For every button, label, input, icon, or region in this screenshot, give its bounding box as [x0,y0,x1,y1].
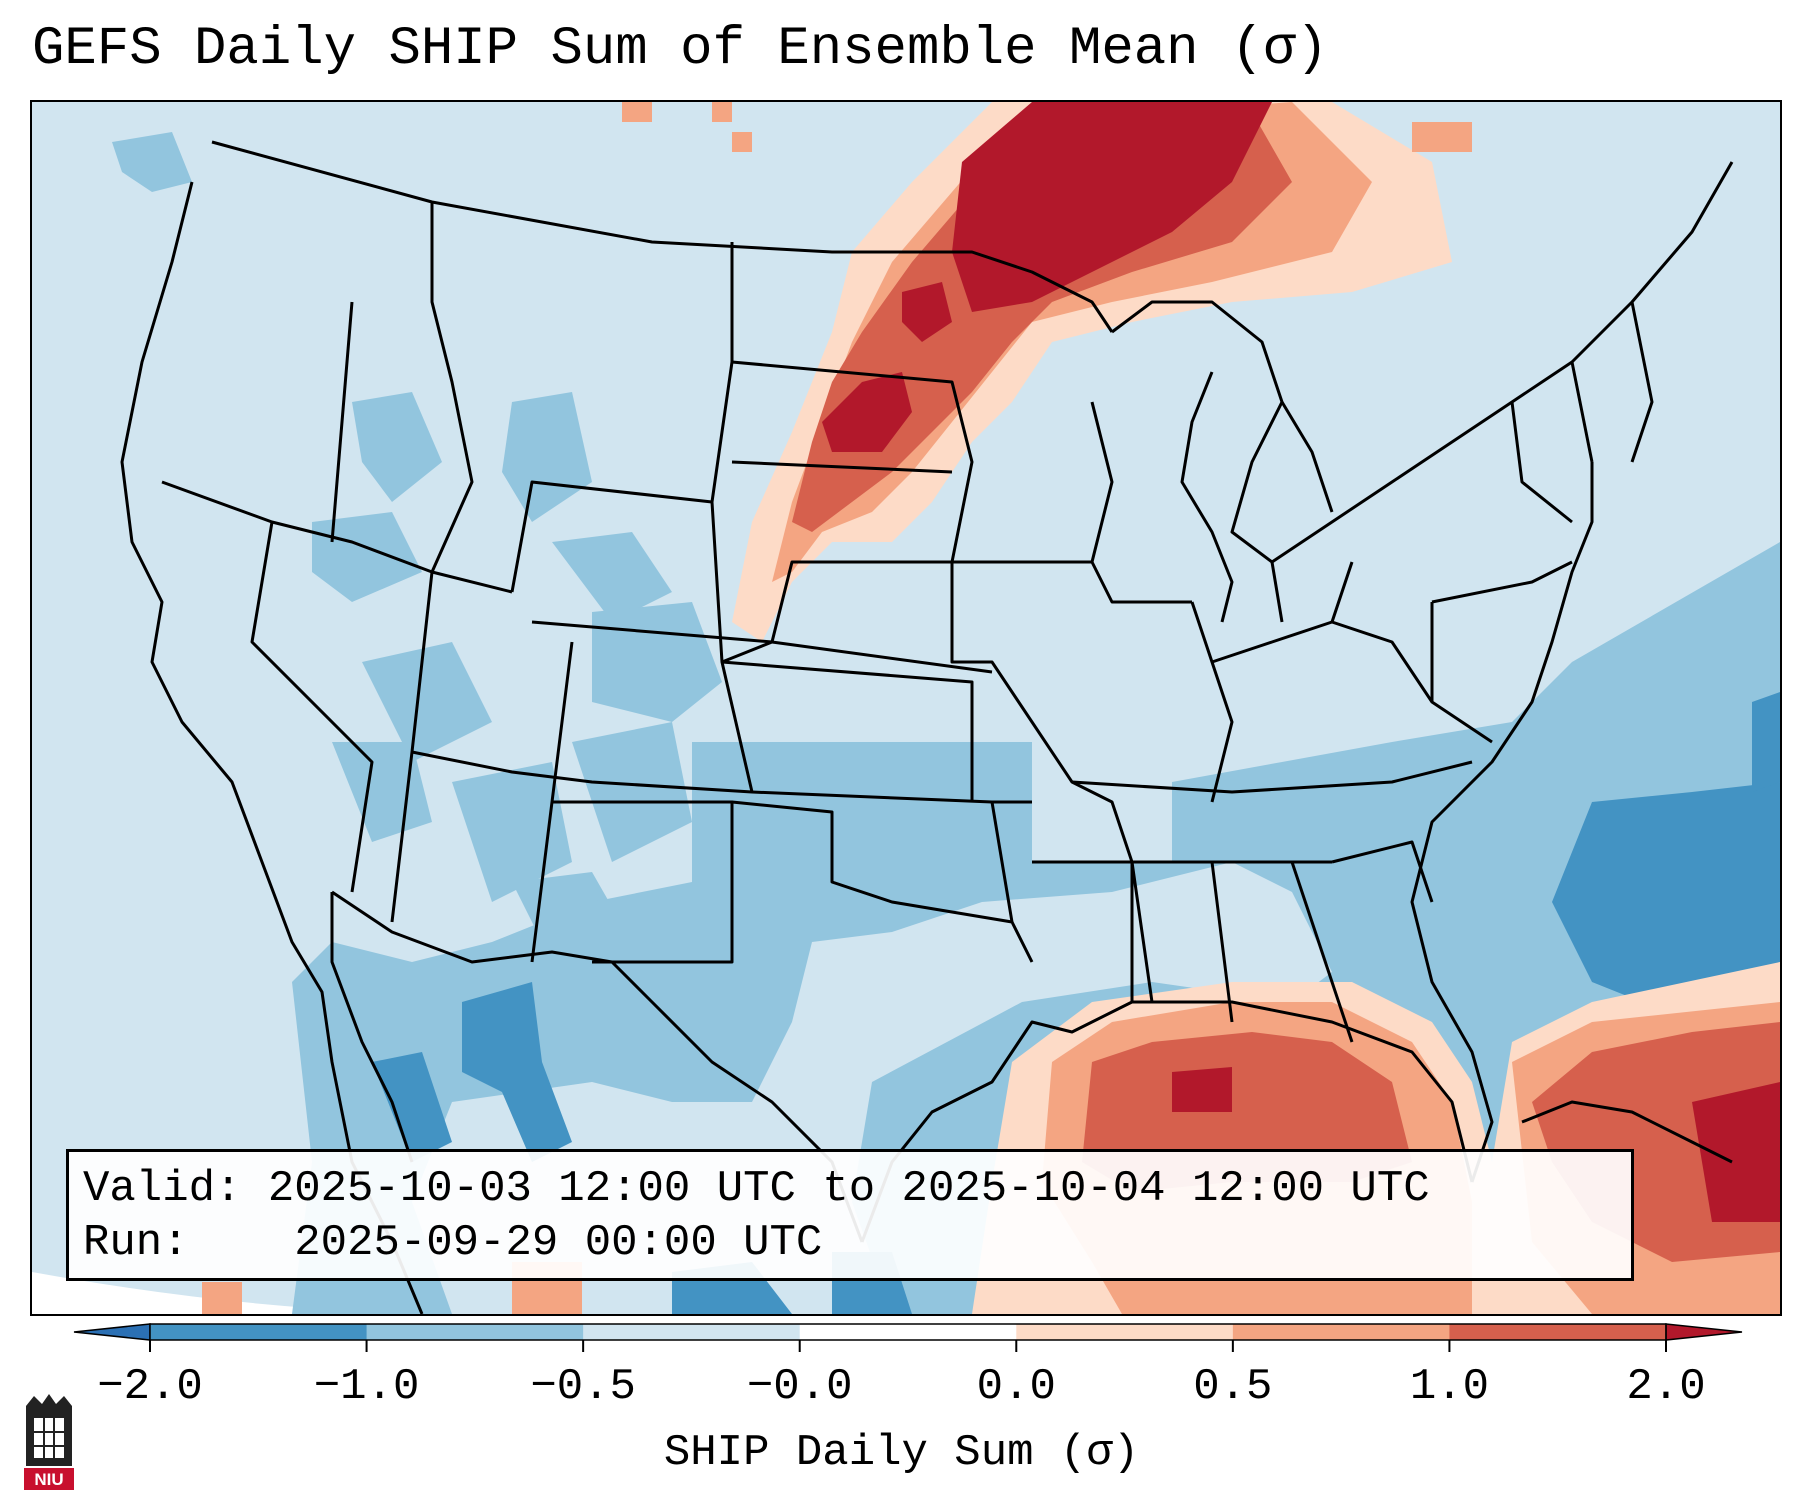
colorbar-tick-label: −1.0 [313,1362,420,1412]
valid-label: Valid: [83,1164,242,1214]
anomaly-dark-red-caribbean [1692,1082,1780,1222]
colorbar-extend-high [1665,1323,1743,1341]
boundary-lines [120,140,1734,1314]
colorbar-segment [1449,1324,1667,1340]
colorbar-tick-label: 2.0 [1626,1362,1706,1412]
colorbar-tick-label: 1.0 [1409,1362,1490,1412]
colorbar-segment [1016,1324,1234,1340]
run-label: Run: [83,1218,189,1268]
colorbar-segments [73,1323,1743,1341]
anomaly-dark-red-minnesota [952,102,1272,312]
map-title: GEFS Daily SHIP Sum of Ensemble Mean (σ) [32,19,1329,80]
ship-map [32,102,1780,1314]
colorbar-extend-low [73,1323,151,1341]
colorbar-segment [150,1324,368,1340]
anomaly-spots-north [622,102,1472,152]
map-panel [30,100,1782,1316]
colorbar-tick-label: −2.0 [97,1362,203,1412]
colorbar-outline [149,1323,1667,1341]
run-line: Run: 2025-09-29 00:00 UTC [83,1216,1617,1270]
colorbar-tick-label: −0.5 [530,1362,636,1412]
colorbar-segment [366,1324,584,1340]
valid-line: Valid: 2025-10-03 12:00 UTC to 2025-10-0… [83,1162,1617,1216]
colorbar-tick-label: −0.0 [746,1362,853,1412]
colorbar-segment [583,1324,801,1340]
anomaly-dark-red-gulf [1172,1067,1232,1112]
colorbar-label: SHIP Daily Sum (σ) [663,1428,1140,1478]
colorbar [73,1323,1743,1352]
colorbar-segment [799,1324,1017,1340]
projection-edge-sw [32,1272,452,1314]
run-value: 2025-09-29 00:00 UTC [294,1218,823,1268]
anomaly-dark-red-nd-east [902,282,952,342]
colorbar-tick-label: 0.5 [1193,1362,1273,1412]
valid-run-info-box: Valid: 2025-10-03 12:00 UTC to 2025-10-0… [66,1149,1634,1281]
anomaly-dark-red-dakota [822,372,912,452]
niu-seal-icon: NIU [24,1394,74,1490]
anomaly-medium-blue-west [112,132,722,962]
colorbar-segment [1232,1324,1450,1340]
niu-logo-text: NIU [34,1470,63,1489]
colorbar-tick-label: 0.0 [976,1362,1056,1412]
valid-value: 2025-10-03 12:00 UTC to 2025-10-04 12:00… [267,1164,1430,1214]
colorbar-ticks [149,1340,1667,1352]
